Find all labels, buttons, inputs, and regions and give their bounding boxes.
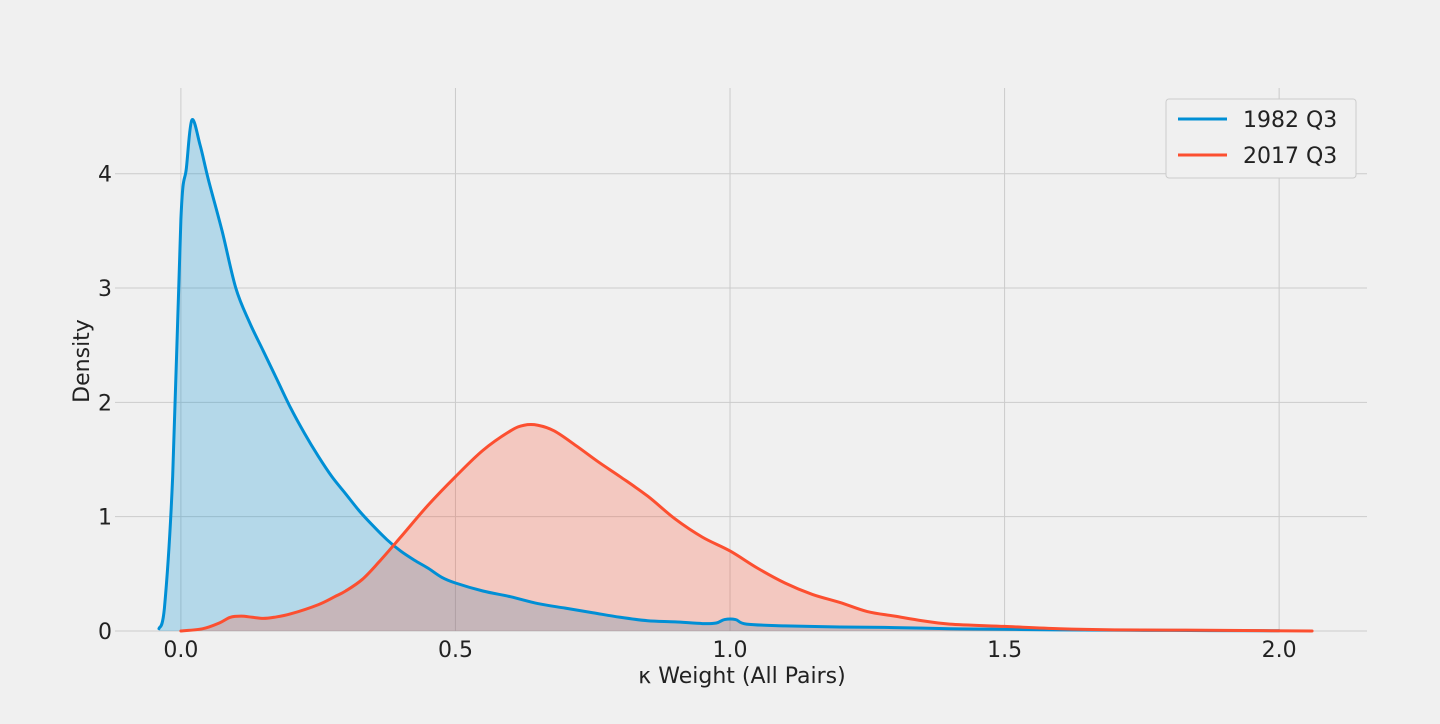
x-tick-label: 1.0 xyxy=(713,638,748,663)
density-line-2017-q3 xyxy=(179,423,1314,633)
y-tick-label: 0 xyxy=(98,620,112,645)
legend: 1982 Q3 2017 Q3 xyxy=(1165,98,1357,179)
legend-label-2017: 2017 Q3 xyxy=(1243,144,1337,169)
y-axis-label: Density xyxy=(70,319,95,403)
area-fills xyxy=(158,119,1313,631)
x-tick-label: 2.0 xyxy=(1262,638,1297,663)
density-lines xyxy=(157,118,1314,633)
grid xyxy=(115,88,1367,632)
x-tick-label: 1.5 xyxy=(987,638,1022,663)
legend-label-1982: 1982 Q3 xyxy=(1243,108,1337,133)
density-fill-2017-q3 xyxy=(180,424,1313,631)
density-line-1982-q3 xyxy=(157,118,1281,633)
x-axis-label: κ Weight (All Pairs) xyxy=(638,664,845,689)
y-tick-label: 2 xyxy=(98,391,112,416)
x-tick-label: 0.0 xyxy=(163,638,198,663)
tick-labels: 0.0 0.5 1.0 1.5 2.0 0 1 2 3 4 xyxy=(98,163,1297,663)
y-tick-label: 4 xyxy=(98,163,112,188)
x-tick-label: 0.5 xyxy=(438,638,473,663)
density-fill-1982-q3 xyxy=(158,119,1280,631)
y-tick-label: 3 xyxy=(98,277,112,302)
y-tick-label: 1 xyxy=(98,506,112,531)
